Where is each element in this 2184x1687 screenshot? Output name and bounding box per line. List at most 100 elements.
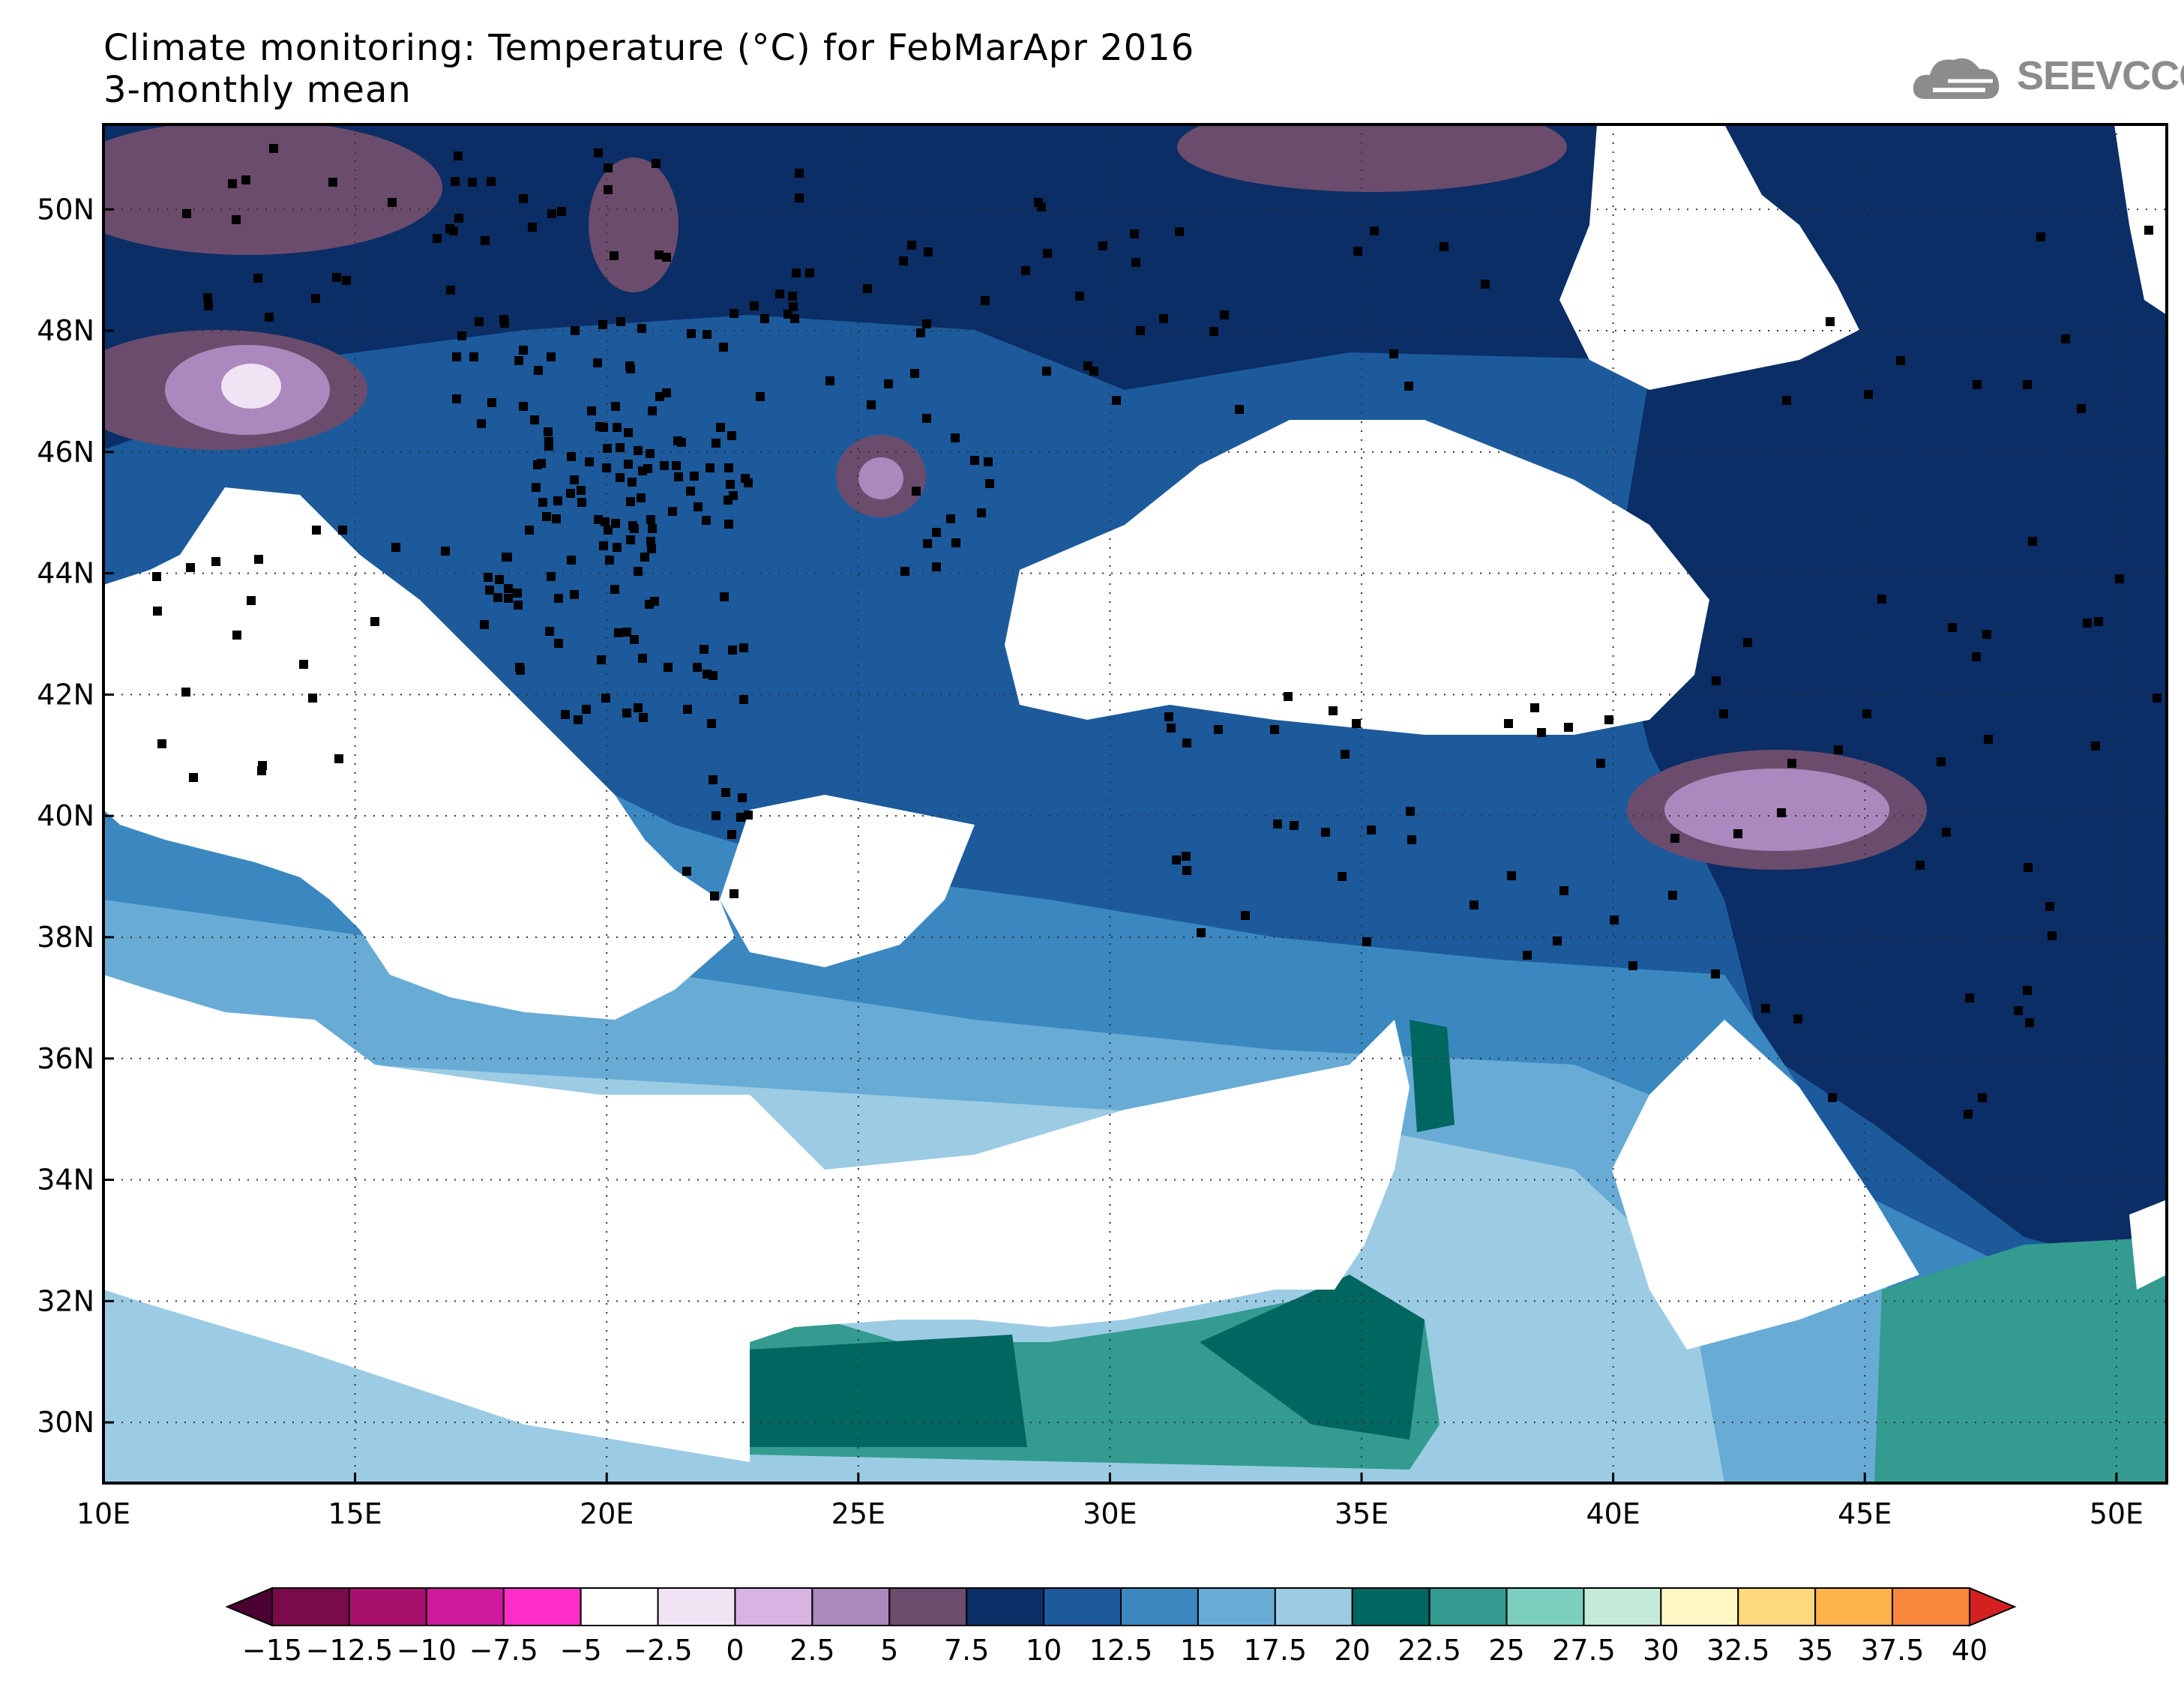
lat-label: 40N	[37, 799, 94, 832]
colorbar-swatch	[1351, 1587, 1431, 1626]
axis-ticks	[102, 208, 2118, 1483]
colorbar-label: 20	[1335, 1634, 1371, 1667]
station-marker	[1733, 829, 1742, 838]
station-marker	[1352, 719, 1361, 728]
station-marker	[716, 423, 725, 432]
colorbar-label: −5	[560, 1634, 602, 1667]
station-marker	[1406, 807, 1415, 816]
station-marker	[485, 586, 494, 595]
station-marker	[554, 639, 563, 648]
colorbar-label: 17.5	[1244, 1634, 1308, 1667]
station-marker	[594, 148, 603, 157]
station-marker	[709, 671, 718, 680]
station-marker	[602, 463, 611, 472]
lat-label: 50N	[37, 193, 94, 226]
colorbar-label: 7.5	[944, 1634, 989, 1667]
station-marker	[1182, 739, 1191, 748]
latitude-labels: 30N 32N 34N 36N 38N 40N 42N 44N 46N 48N 50N	[37, 193, 94, 1439]
station-marker	[729, 889, 738, 898]
colorbar-swatch	[1737, 1587, 1817, 1626]
station-marker	[547, 572, 556, 581]
station-marker	[370, 617, 379, 626]
station-marker	[1098, 241, 1107, 250]
station-marker	[721, 788, 730, 797]
station-marker	[153, 607, 162, 616]
station-marker	[1131, 258, 1140, 267]
station-marker	[1338, 872, 1347, 881]
station-marker	[724, 463, 733, 472]
station-marker	[342, 276, 351, 285]
longitude-labels: 10E 15E 20E 25E 30E 35E 40E 45E 50E	[76, 1497, 2144, 1530]
station-marker	[1370, 226, 1379, 235]
station-marker	[499, 315, 508, 324]
colorbar-swatch	[734, 1587, 813, 1626]
station-marker	[639, 713, 648, 722]
colorbar-label: −12.5	[306, 1634, 393, 1667]
station-marker	[637, 324, 646, 333]
station-marker	[604, 526, 613, 535]
lat-label: 36N	[37, 1042, 94, 1075]
station-marker	[211, 557, 220, 566]
station-marker	[616, 473, 625, 482]
station-marker	[2083, 619, 2092, 628]
station-marker	[1241, 911, 1250, 920]
station-marker	[493, 593, 502, 602]
station-marker	[1284, 692, 1293, 701]
station-marker	[611, 402, 620, 411]
station-marker	[1389, 349, 1398, 358]
mediterranean-sea-mask	[103, 487, 1410, 1483]
station-marker	[265, 313, 274, 322]
station-marker	[599, 423, 608, 432]
station-marker	[724, 496, 732, 505]
station-marker	[616, 443, 625, 452]
station-marker	[910, 369, 919, 378]
station-marker	[1828, 1093, 1837, 1102]
station-marker	[1136, 326, 1145, 335]
station-marker	[1209, 327, 1218, 336]
station-marker	[182, 209, 191, 218]
station-marker	[1353, 247, 1362, 256]
colorbar-swatch	[1428, 1587, 1508, 1626]
station-marker	[312, 526, 321, 535]
station-marker	[712, 811, 721, 820]
station-marker	[1564, 723, 1573, 732]
station-marker	[552, 514, 561, 523]
station-marker	[1321, 828, 1330, 837]
lon-label: 30E	[1083, 1497, 1137, 1530]
station-marker	[204, 301, 213, 310]
station-marker	[433, 234, 442, 243]
station-marker	[788, 292, 797, 301]
station-marker	[469, 352, 478, 361]
station-marker	[561, 710, 570, 719]
colorbar-swatch	[348, 1587, 427, 1626]
station-marker	[736, 813, 745, 822]
station-marker	[514, 356, 523, 365]
station-marker	[475, 317, 484, 326]
station-marker	[2014, 1006, 2023, 1015]
cloud-logo-icon	[1913, 58, 2000, 99]
field-dark-teal-sinai	[1200, 1275, 1425, 1440]
station-marker	[257, 766, 266, 775]
lat-label: 42N	[37, 678, 94, 711]
station-marker	[1978, 1093, 1987, 1102]
station-marker	[2024, 863, 2033, 872]
station-marker	[2144, 226, 2153, 235]
colorbar-swatch	[657, 1587, 736, 1626]
station-marker	[299, 660, 308, 669]
station-marker	[932, 562, 941, 571]
station-marker	[514, 601, 523, 610]
station-marker	[599, 541, 608, 550]
station-marker	[616, 317, 625, 326]
field-lightpink-alps	[221, 364, 281, 409]
station-marker	[660, 461, 669, 470]
station-marker	[709, 775, 718, 784]
station-marker	[610, 251, 619, 260]
station-marker	[900, 567, 909, 576]
station-marker	[613, 423, 622, 432]
station-marker	[728, 646, 737, 655]
station-marker	[687, 329, 696, 338]
station-marker	[332, 273, 341, 282]
station-marker	[693, 663, 702, 672]
station-marker	[805, 268, 814, 277]
colorbar-label: 15	[1180, 1634, 1216, 1667]
